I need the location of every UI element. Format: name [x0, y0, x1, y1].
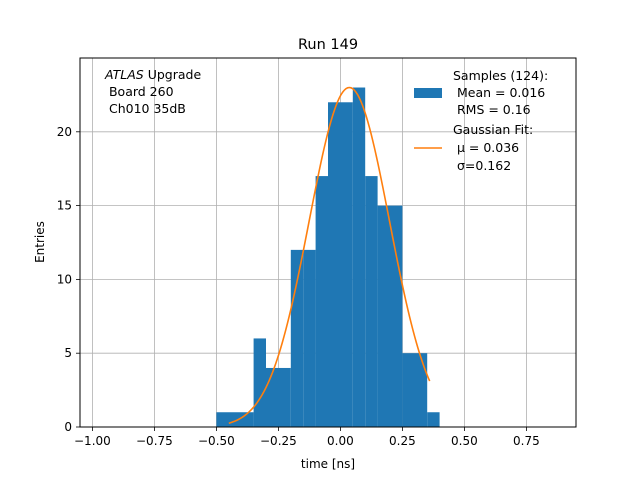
histogram-bar [290, 249, 304, 427]
x-tick-label: 0.50 [451, 434, 478, 448]
histogram-bar [216, 412, 254, 427]
legend: Samples (124): Mean = 0.016 RMS = 0.16 G… [414, 68, 548, 173]
x-tick-label: 0.75 [513, 434, 540, 448]
atlas-label: ATLAS [104, 67, 144, 82]
x-axis-ticks: −1.00 −0.75 −0.50 −0.25 0.00 0.25 0.50 0.75 [74, 427, 540, 448]
histogram-bar [352, 87, 366, 428]
histogram-bar [427, 412, 440, 427]
histogram-bar [266, 367, 291, 427]
svg-text:ATLAS Upgrade: ATLAS Upgrade [104, 67, 201, 82]
x-tick-label: 0.00 [327, 434, 354, 448]
upgrade-label: Upgrade [144, 67, 202, 82]
gaussian-fit-curve [228, 86, 431, 424]
legend-fit-sigma: σ=0.162 [453, 158, 511, 173]
histogram-bar [253, 338, 266, 427]
y-tick-label: 15 [57, 199, 72, 213]
legend-samples-title: Samples (124): [453, 68, 548, 83]
histogram-bar [365, 176, 378, 427]
x-tick-label: −1.00 [74, 434, 111, 448]
x-tick-label: 0.25 [389, 434, 416, 448]
channel-label: Ch010 35dB [105, 101, 186, 116]
board-label: Board 260 [105, 84, 174, 99]
x-tick-label: −0.75 [136, 434, 173, 448]
x-tick-label: −0.25 [260, 434, 297, 448]
atlas-annotation: ATLAS Upgrade Board 260 Ch010 35dB [104, 67, 201, 116]
y-axis-label: Entries [33, 221, 47, 263]
gaussian-fit [228, 86, 431, 424]
legend-fit-title: Gaussian Fit: [453, 122, 533, 137]
legend-samples-rms: RMS = 0.16 [453, 102, 531, 117]
histogram-bar [303, 249, 316, 427]
histogram-bar [315, 176, 328, 427]
y-tick-label: 5 [64, 346, 72, 360]
y-tick-label: 10 [57, 272, 72, 286]
y-axis-ticks: 0 5 10 15 20 [57, 125, 80, 434]
y-tick-label: 0 [64, 420, 72, 434]
x-tick-label: −0.50 [198, 434, 235, 448]
legend-samples-swatch [414, 88, 442, 98]
x-axis-label: time [ns] [301, 457, 355, 471]
legend-samples-mean: Mean = 0.016 [453, 85, 545, 100]
histogram-bar [328, 102, 353, 427]
axes-frame [79, 57, 577, 428]
y-tick-label: 20 [57, 125, 72, 139]
legend-fit-mu: μ = 0.036 [453, 140, 519, 155]
histogram-bar [377, 205, 403, 427]
chart-title: Run 149 [298, 37, 358, 53]
